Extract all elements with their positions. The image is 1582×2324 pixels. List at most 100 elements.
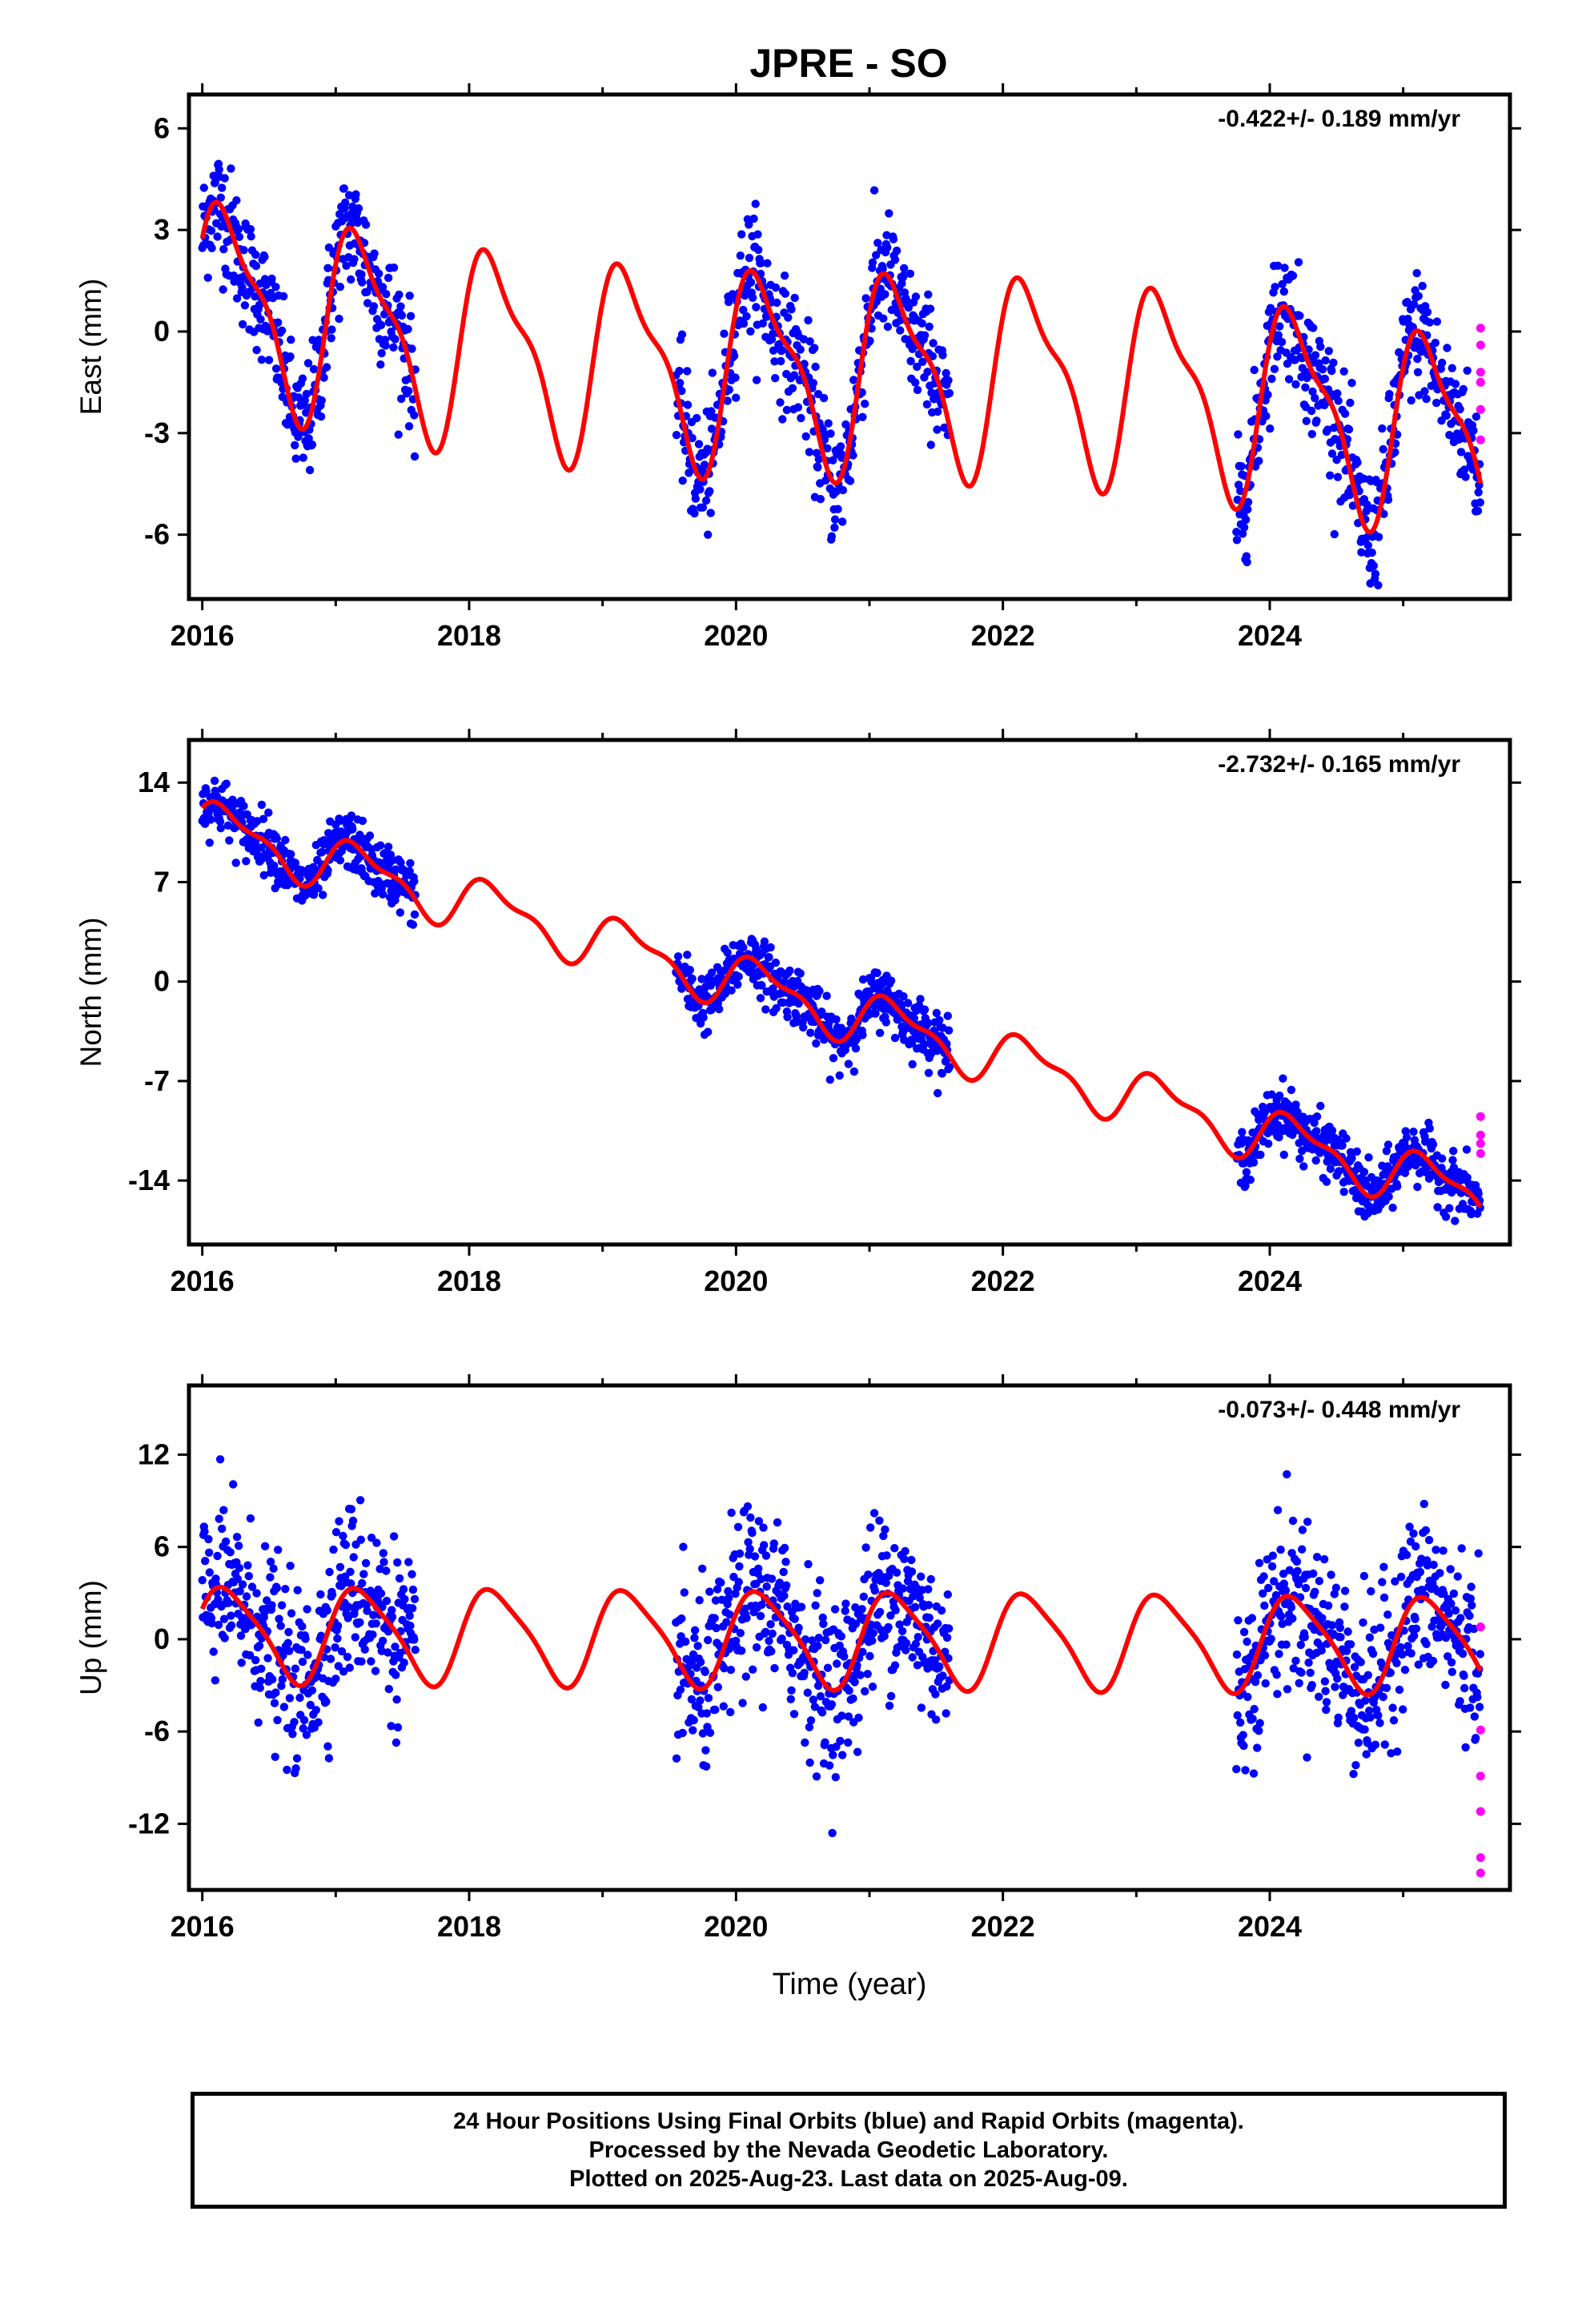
north-data-point: [1295, 1154, 1304, 1164]
up-data-point: [844, 1712, 853, 1721]
up-data-point: [737, 1647, 746, 1655]
east-data-point: [291, 454, 300, 463]
up-data-point: [341, 1540, 351, 1550]
up-data-point: [1300, 1633, 1309, 1642]
up-data-point: [1320, 1554, 1329, 1564]
north-data-point: [1295, 1139, 1303, 1148]
east-data-point: [1316, 342, 1325, 352]
up-data-point: [408, 1570, 416, 1579]
up-data-point: [935, 1662, 944, 1671]
east-data-point: [861, 400, 869, 408]
up-rapid-point: [1476, 1622, 1485, 1632]
east-data-point: [279, 292, 288, 301]
north-data-point: [938, 1069, 947, 1078]
up-data-point: [859, 1592, 869, 1602]
north-data-point: [1312, 1112, 1322, 1121]
up-data-point: [331, 1643, 339, 1652]
east-data-point: [1427, 381, 1436, 390]
east-data-point: [232, 294, 242, 303]
up-data-point: [331, 1528, 341, 1537]
north-data-point: [1383, 1140, 1393, 1149]
up-data-point: [1350, 1663, 1359, 1671]
up-data-point: [251, 1655, 260, 1665]
up-data-point: [849, 1671, 859, 1680]
east-data-point: [746, 327, 755, 336]
east-data-point: [926, 304, 935, 313]
up-data-point: [284, 1627, 293, 1637]
north-data-point: [1474, 1189, 1483, 1198]
up-data-point: [911, 1602, 920, 1612]
east-data-point: [827, 532, 837, 541]
up-data-point: [924, 1601, 934, 1610]
east-data-point: [832, 487, 841, 497]
up-data-point: [1407, 1649, 1415, 1658]
east-data-point: [904, 303, 913, 312]
up-data-point: [813, 1589, 821, 1598]
up-data-point: [329, 1545, 338, 1554]
up-data-point: [781, 1558, 790, 1566]
up-data-point: [243, 1561, 252, 1570]
east-data-point: [1267, 374, 1276, 384]
up-data-point: [323, 1742, 332, 1751]
up-data-point: [339, 1531, 347, 1541]
east-data-point: [304, 434, 313, 443]
north-data-point: [1382, 1147, 1391, 1156]
east-data-point: [1383, 495, 1393, 505]
east-data-point: [917, 319, 926, 328]
east-data-point: [934, 407, 942, 416]
up-data-point: [1239, 1741, 1248, 1751]
up-data-point: [1335, 1623, 1345, 1633]
east-data-point: [1237, 462, 1246, 471]
up-data-point: [1318, 1614, 1327, 1622]
up-data-point: [1476, 1650, 1485, 1659]
up-data-point: [1322, 1698, 1331, 1707]
up-data-point: [823, 1663, 833, 1672]
north-data-point: [1273, 1120, 1283, 1130]
east-data-point: [408, 344, 416, 353]
north-data-point: [1327, 1126, 1337, 1135]
east-data-point: [1243, 497, 1253, 507]
east-data-point: [746, 278, 756, 287]
east-data-point: [811, 362, 820, 372]
up-data-point: [1378, 1578, 1387, 1586]
north-data-point: [907, 1039, 917, 1047]
up-data-point: [299, 1724, 307, 1733]
up-data-point: [690, 1626, 700, 1635]
up-data-point: [696, 1696, 705, 1705]
up-data-point: [247, 1582, 257, 1591]
north-data-point: [291, 858, 300, 867]
east-data-point: [1307, 429, 1317, 439]
up-data-point: [1331, 1683, 1339, 1691]
up-data-point: [1347, 1707, 1356, 1715]
up-data-point: [736, 1629, 745, 1638]
north-data-point: [1310, 1118, 1319, 1128]
up-data-point: [733, 1522, 743, 1532]
north-data-point: [886, 976, 896, 985]
xlabel: Time (year): [773, 1968, 927, 2001]
east-data-point: [1379, 444, 1387, 454]
up-data-point: [357, 1657, 366, 1666]
up-data-point: [405, 1611, 414, 1620]
up-data-point: [689, 1715, 698, 1725]
up-data-point: [851, 1603, 860, 1612]
east-data-point: [302, 389, 311, 399]
up-data-point: [333, 1634, 342, 1643]
east-data-point: [889, 235, 898, 243]
up-data-point: [395, 1574, 404, 1583]
up-data-point: [349, 1553, 358, 1562]
up-data-point: [1466, 1594, 1476, 1603]
east-data-point: [396, 302, 405, 311]
east-data-point: [938, 351, 947, 360]
up-data-point: [803, 1688, 812, 1697]
east-data-point: [741, 291, 749, 300]
up-data-point: [938, 1671, 947, 1680]
north-data-point: [1311, 1156, 1320, 1165]
east-data-point: [1326, 471, 1335, 480]
up-data-point: [880, 1631, 889, 1641]
north-ytick-label: 14: [138, 766, 170, 798]
north-data-point: [715, 1004, 724, 1014]
up-data-point: [754, 1517, 764, 1526]
east-data-point: [340, 204, 349, 213]
up-data-point: [266, 1573, 275, 1582]
up-data-point: [1475, 1703, 1484, 1711]
